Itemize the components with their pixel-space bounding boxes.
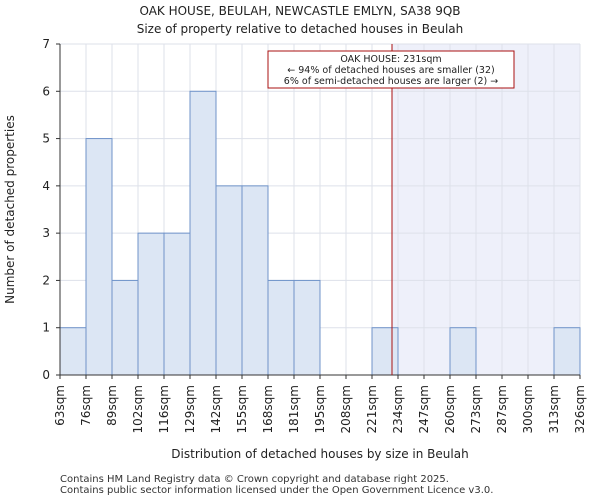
annotation-line: 6% of semi-detached houses are larger (2… [284, 76, 498, 87]
histogram-bar [137, 232, 165, 376]
x-tick-label: 208sqm [339, 385, 353, 433]
histogram-bar [241, 185, 269, 376]
x-tick-label: 300sqm [521, 385, 535, 433]
x-tick-label: 181sqm [287, 385, 301, 433]
x-tick-label: 116sqm [157, 385, 171, 433]
x-tick-label: 326sqm [573, 385, 587, 433]
x-tick-label: 89sqm [105, 385, 119, 426]
y-tick-label: 5 [42, 132, 50, 146]
x-tick-label: 168sqm [261, 385, 275, 433]
histogram-bar [111, 279, 139, 376]
histogram-bar [553, 327, 581, 376]
x-tick-label: 247sqm [417, 385, 431, 433]
histogram-bar [163, 232, 191, 376]
x-axis-title: Distribution of detached houses by size … [171, 447, 468, 461]
histogram-bar [293, 279, 321, 376]
y-tick-label: 4 [42, 179, 50, 193]
y-tick-label: 6 [42, 84, 50, 98]
x-tick-label: 234sqm [391, 385, 405, 433]
histogram-bar [267, 279, 295, 376]
y-tick-label: 3 [42, 226, 50, 240]
histogram-bar [59, 327, 87, 376]
histogram-bar [85, 138, 113, 376]
histogram-bar [215, 185, 243, 376]
x-tick-label: 63sqm [53, 385, 67, 426]
x-tick-label: 102sqm [131, 385, 145, 433]
x-tick-label: 221sqm [365, 385, 379, 433]
x-tick-label: 129sqm [183, 385, 197, 433]
footer-copyright: Contains HM Land Registry data © Crown c… [60, 474, 449, 485]
x-tick-label: 287sqm [495, 385, 509, 433]
larger-region-shade [392, 44, 580, 375]
x-tick-label: 76sqm [79, 385, 93, 426]
x-tick-label: 273sqm [469, 385, 483, 433]
x-tick-label: 155sqm [235, 385, 249, 433]
x-tick-label: 195sqm [313, 385, 327, 433]
annotation-line: OAK HOUSE: 231sqm [340, 54, 441, 65]
x-tick-label: 142sqm [209, 385, 223, 433]
annotation-box [267, 50, 515, 89]
chart-title: OAK HOUSE, BEULAH, NEWCASTLE EMLYN, SA38… [139, 4, 461, 18]
footer-licence: Contains public sector information licen… [60, 485, 494, 496]
histogram-bar [449, 327, 477, 376]
histogram-bar [189, 90, 217, 376]
y-axis-title: Number of detached properties [3, 115, 17, 304]
x-tick-label: 313sqm [547, 385, 561, 433]
annotation-line: ← 94% of detached houses are smaller (32… [287, 65, 494, 76]
y-tick-label: 0 [42, 368, 50, 382]
histogram-bar [371, 327, 399, 376]
chart-subtitle: Size of property relative to detached ho… [136, 22, 464, 36]
y-tick-label: 2 [42, 273, 50, 287]
y-tick-label: 7 [42, 37, 50, 51]
y-tick-label: 1 [42, 321, 50, 335]
x-tick-label: 260sqm [443, 385, 457, 433]
